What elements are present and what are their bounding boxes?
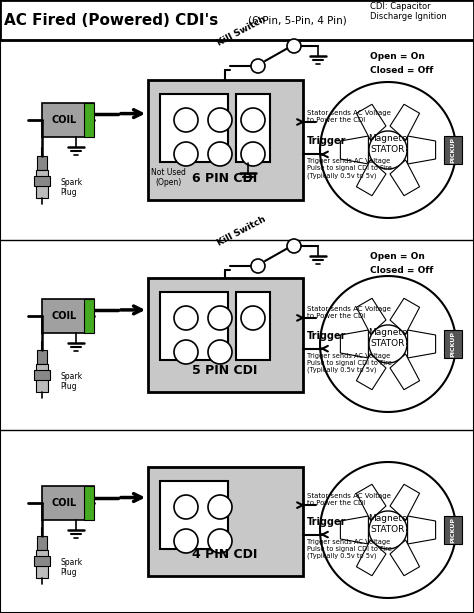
Bar — [84, 103, 94, 137]
Text: Kill Switch: Kill Switch — [216, 215, 268, 248]
Circle shape — [208, 142, 232, 166]
Circle shape — [208, 529, 232, 553]
Text: Trigger sends AC Voltage
Pulse to signal CDI to Fire
(Typically 0.5v to 5v): Trigger sends AC Voltage Pulse to signal… — [307, 352, 392, 373]
Bar — [148, 80, 303, 200]
Text: PICKUP: PICKUP — [450, 517, 455, 543]
Text: 5 PIN CDI: 5 PIN CDI — [192, 364, 258, 376]
Circle shape — [208, 306, 232, 330]
Polygon shape — [356, 104, 386, 140]
Bar — [34, 176, 50, 186]
Circle shape — [208, 495, 232, 519]
Polygon shape — [340, 330, 368, 358]
Text: Closed = Off: Closed = Off — [370, 66, 433, 75]
Text: Trigger sends AC Voltage
Pulse to signal CDI to Fire
(Typically 0.5v to 5v): Trigger sends AC Voltage Pulse to signal… — [307, 539, 392, 559]
Text: Trigger: Trigger — [307, 517, 346, 527]
Bar — [444, 330, 462, 358]
Circle shape — [174, 306, 198, 330]
Circle shape — [251, 259, 265, 273]
Text: Trigger sends AC Voltage
Pulse to signal CDI to Fire
(Typically 0.5v to 5v): Trigger sends AC Voltage Pulse to signal… — [307, 158, 392, 179]
Bar — [236, 292, 270, 360]
Bar — [160, 292, 228, 360]
Text: Open = On: Open = On — [370, 252, 425, 261]
Polygon shape — [356, 354, 386, 390]
Circle shape — [174, 108, 198, 132]
Text: Magneto
STATOR: Magneto STATOR — [368, 514, 408, 534]
Bar — [37, 156, 47, 170]
Bar — [34, 370, 50, 380]
Circle shape — [174, 142, 198, 166]
Circle shape — [241, 306, 265, 330]
Bar — [0, 0, 474, 40]
Circle shape — [208, 108, 232, 132]
Text: 4 PIN CDI: 4 PIN CDI — [192, 547, 258, 560]
Polygon shape — [408, 516, 436, 544]
Text: Stator sends AC Voltage
to Power the CDI: Stator sends AC Voltage to Power the CDI — [307, 110, 391, 123]
Circle shape — [241, 142, 265, 166]
Polygon shape — [340, 136, 368, 164]
Polygon shape — [390, 354, 419, 390]
Bar — [42, 103, 94, 137]
Bar — [444, 516, 462, 544]
Circle shape — [251, 59, 265, 73]
Bar — [444, 136, 462, 164]
Bar — [84, 486, 94, 520]
Bar — [160, 94, 228, 162]
Polygon shape — [340, 516, 368, 544]
Text: Closed = Off: Closed = Off — [370, 266, 433, 275]
Circle shape — [287, 239, 301, 253]
Polygon shape — [356, 299, 386, 334]
Text: PICKUP: PICKUP — [450, 331, 455, 357]
Polygon shape — [390, 484, 419, 520]
Polygon shape — [356, 540, 386, 576]
Circle shape — [287, 39, 301, 53]
Text: COIL: COIL — [51, 115, 77, 125]
Bar — [37, 350, 47, 364]
Bar — [236, 94, 270, 162]
Polygon shape — [356, 160, 386, 196]
Text: 6 PIN CDI: 6 PIN CDI — [192, 172, 258, 185]
Circle shape — [241, 108, 265, 132]
Text: Open = On: Open = On — [370, 52, 425, 61]
Text: Spark
Plug: Spark Plug — [60, 558, 82, 577]
Bar — [84, 299, 94, 333]
Text: COIL: COIL — [51, 498, 77, 508]
Circle shape — [174, 495, 198, 519]
Circle shape — [174, 529, 198, 553]
Text: CDI: Capacitor
Discharge Ignition: CDI: Capacitor Discharge Ignition — [370, 2, 447, 21]
Polygon shape — [390, 299, 419, 334]
Text: Magneto
STATOR: Magneto STATOR — [368, 134, 408, 154]
Polygon shape — [408, 136, 436, 164]
Polygon shape — [390, 104, 419, 140]
Circle shape — [174, 340, 198, 364]
Text: COIL: COIL — [51, 311, 77, 321]
Text: Stator sends AC Voltage
to Power the CDI: Stator sends AC Voltage to Power the CDI — [307, 306, 391, 319]
Bar — [36, 170, 48, 198]
Polygon shape — [408, 330, 436, 358]
Bar — [36, 364, 48, 392]
Bar — [37, 536, 47, 550]
Polygon shape — [390, 540, 419, 576]
Bar — [42, 486, 94, 520]
Text: AC Fired (Powered) CDI's: AC Fired (Powered) CDI's — [4, 12, 218, 28]
Bar — [148, 278, 303, 392]
Bar — [34, 556, 50, 566]
Text: Not Used
(Open): Not Used (Open) — [151, 168, 185, 188]
Text: Magneto
STATOR: Magneto STATOR — [368, 329, 408, 348]
Text: Spark
Plug: Spark Plug — [60, 178, 82, 197]
Text: (6-Pin, 5-Pin, 4 Pin): (6-Pin, 5-Pin, 4 Pin) — [248, 15, 347, 25]
Text: Spark
Plug: Spark Plug — [60, 372, 82, 391]
Polygon shape — [390, 160, 419, 196]
Text: Kill Switch: Kill Switch — [216, 15, 268, 48]
Text: PICKUP: PICKUP — [450, 137, 455, 163]
Text: Stator sends AC Voltage
to Power the CDI: Stator sends AC Voltage to Power the CDI — [307, 493, 391, 506]
Bar — [160, 481, 228, 549]
Polygon shape — [356, 484, 386, 520]
Circle shape — [208, 340, 232, 364]
Text: Trigger: Trigger — [307, 330, 346, 341]
Bar — [36, 550, 48, 578]
Bar — [42, 299, 94, 333]
Bar — [148, 467, 303, 576]
Text: Trigger: Trigger — [307, 137, 346, 147]
